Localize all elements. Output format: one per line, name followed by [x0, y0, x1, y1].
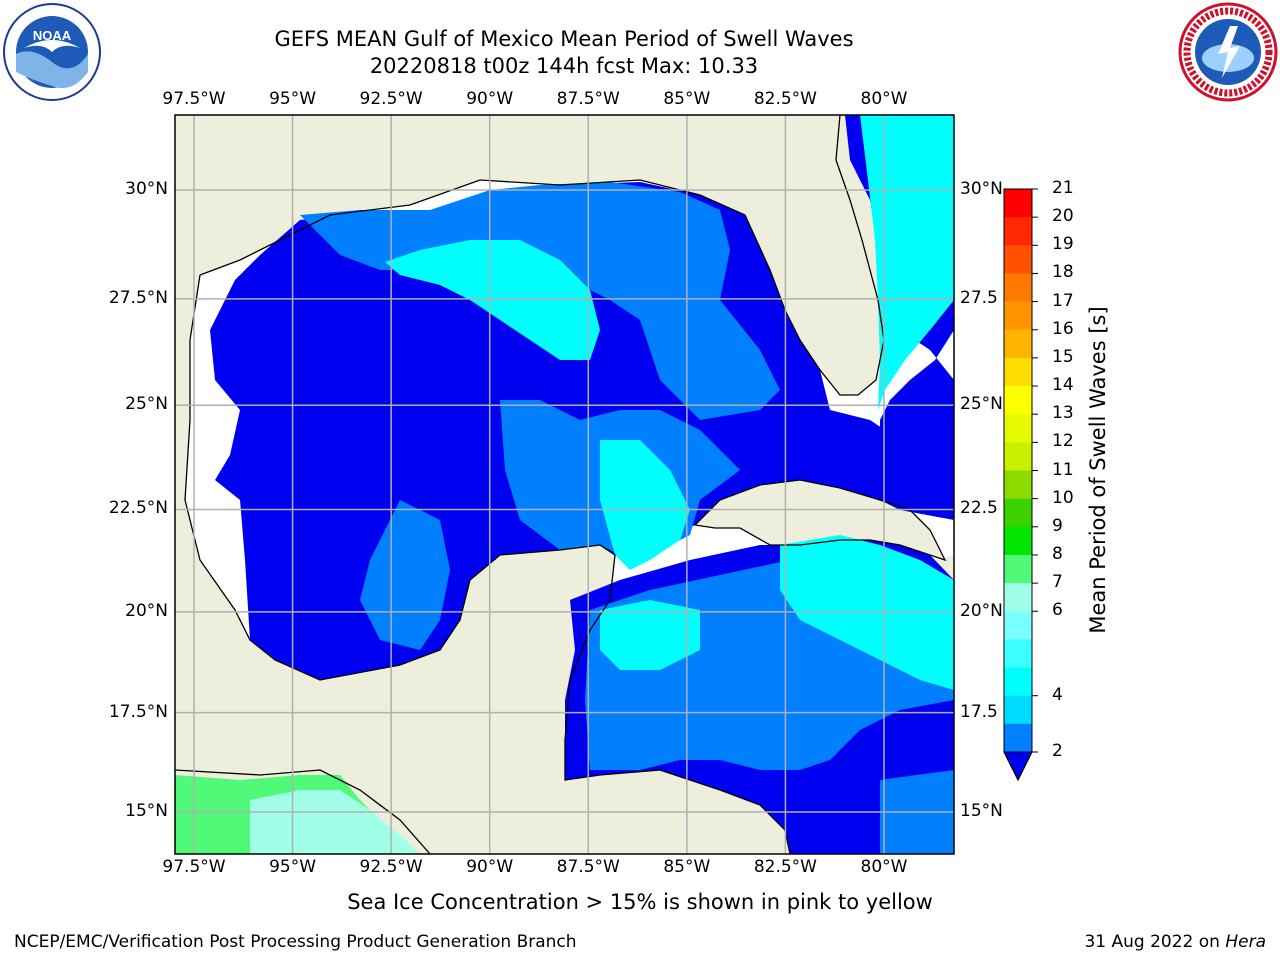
colorbar-segment [1004, 414, 1032, 443]
lon-label-top: 90°W [466, 89, 514, 109]
colorbar-segment [1004, 217, 1032, 246]
svg-text:NOAA: NOAA [33, 28, 72, 43]
coastline-pacific [174, 769, 431, 855]
lon-label-bottom: 87.5°W [556, 857, 620, 877]
colorbar-tick-label: 8 [1052, 543, 1063, 564]
colorbar-segment [1004, 526, 1032, 556]
lon-label-top: 87.5°W [556, 89, 620, 109]
colorbar-tick-label: 6 [1052, 600, 1063, 621]
coastline-mexico [184, 274, 791, 855]
lon-label-bottom: 80°W [860, 857, 908, 877]
colorbar-segment [1004, 470, 1032, 500]
colorbar-tick-label: 11 [1052, 459, 1074, 480]
field-6s-north [385, 240, 600, 360]
lat-label-left: 15°N [125, 801, 168, 821]
colorbar-tick-label: 21 [1052, 178, 1074, 198]
colorbar-segment [1004, 667, 1032, 697]
field-6s-channel [600, 440, 690, 570]
colorbar-tick-label: 17 [1052, 290, 1074, 311]
lon-label-top: 95°W [269, 89, 317, 109]
colorbar-segment [1004, 357, 1032, 387]
lon-label-top: 82.5°W [753, 89, 817, 109]
lat-label-left: 20°N [125, 600, 168, 621]
plot-frame [174, 114, 955, 855]
colorbar-segment [1004, 554, 1032, 584]
lon-label-top: 80°W [860, 89, 908, 109]
lat-label-right: 30°N [960, 179, 1003, 199]
colorbar-tick-label: 9 [1052, 515, 1063, 536]
colorbar-segment [1004, 442, 1032, 471]
colorbar-tick-label: 12 [1052, 431, 1074, 452]
colorbar-segment [1004, 583, 1032, 612]
lat-label-left: 22.5°N [108, 498, 168, 519]
lat-label-right: 22.5 [960, 498, 998, 519]
lon-label-bottom: 85°W [663, 857, 711, 877]
footer-host: Hera [1225, 932, 1266, 952]
footer-date-text: 31 Aug 2022 on [1084, 932, 1226, 952]
colorbar-frame [1003, 188, 1033, 782]
lat-label-right: 27.5 [960, 287, 998, 308]
land-cuba [695, 480, 945, 560]
lat-label-left: 27.5°N [108, 287, 168, 308]
colorbar-tick-label: 13 [1052, 403, 1074, 424]
lon-label-top: 85°W [663, 89, 711, 109]
colorbar-segment [1004, 639, 1032, 669]
colorbar-tick-label: 10 [1052, 487, 1074, 508]
lon-label-bottom: 90°W [466, 857, 514, 877]
colorbar-tick-label: 20 [1052, 206, 1074, 227]
chart-title: GEFS MEAN Gulf of Mexico Mean Period of … [274, 27, 854, 51]
lat-label-right: 17.5 [960, 701, 998, 722]
colorbar-tick-label: 15 [1052, 346, 1074, 367]
colorbar-tick-label: 4 [1052, 684, 1063, 705]
colorbar-tick-label: 14 [1052, 375, 1074, 396]
colorbar-segment [1004, 386, 1032, 415]
colorbar-tick-label: 18 [1052, 262, 1074, 283]
lat-label-left: 30°N [125, 179, 168, 199]
lat-label-left: 25°N [125, 394, 168, 415]
sea-ice-note: Sea Ice Concentration > 15% is shown in … [347, 890, 933, 914]
lon-label-top: 92.5°W [359, 89, 423, 109]
colorbar-tick-label: 7 [1052, 572, 1063, 593]
colorbar-segment [1004, 273, 1032, 303]
coastline-cuba [694, 479, 947, 562]
colorbar-segment [1004, 723, 1032, 753]
colorbar-tick-label: 2 [1052, 741, 1063, 761]
lat-label-right: 20°N [960, 600, 1003, 621]
lat-label-left: 17.5°N [108, 701, 168, 722]
lon-label-top: 97.5°W [162, 89, 226, 109]
colorbar-segment [1004, 301, 1032, 331]
lon-label-bottom: 97.5°W [162, 857, 226, 877]
field-6s-yucatan [600, 600, 700, 670]
nws-logo [1178, 2, 1278, 102]
lat-label-right: 25°N [960, 394, 1003, 415]
footer-date: 31 Aug 2022 on Hera [1084, 932, 1266, 952]
colorbar-segment [1004, 611, 1032, 640]
lon-label-bottom: 92.5°W [359, 857, 423, 877]
chart-subtitle: 20220818 t00z 144h fcst Max: 10.33 [369, 54, 759, 78]
lat-label-right: 15°N [960, 801, 1003, 821]
colorbar-label: Mean Period of Swell Waves [s] [1086, 306, 1110, 634]
footer-credit: NCEP/EMC/Verification Post Processing Pr… [14, 932, 577, 952]
colorbar-segment [1004, 498, 1032, 528]
colorbar-tick-label: 16 [1052, 318, 1074, 339]
colorbar-extend-arrow [1003, 751, 1033, 782]
colorbar-segment [1004, 695, 1032, 725]
lon-label-bottom: 82.5°W [753, 857, 817, 877]
colorbar-segment [1004, 245, 1032, 274]
colorbar-segment [1004, 329, 1032, 359]
colorbar-tick-label: 19 [1052, 234, 1074, 255]
colorbar-segment [1004, 189, 1032, 218]
noaa-logo: NOAA [3, 3, 101, 101]
lon-label-bottom: 95°W [269, 857, 317, 877]
